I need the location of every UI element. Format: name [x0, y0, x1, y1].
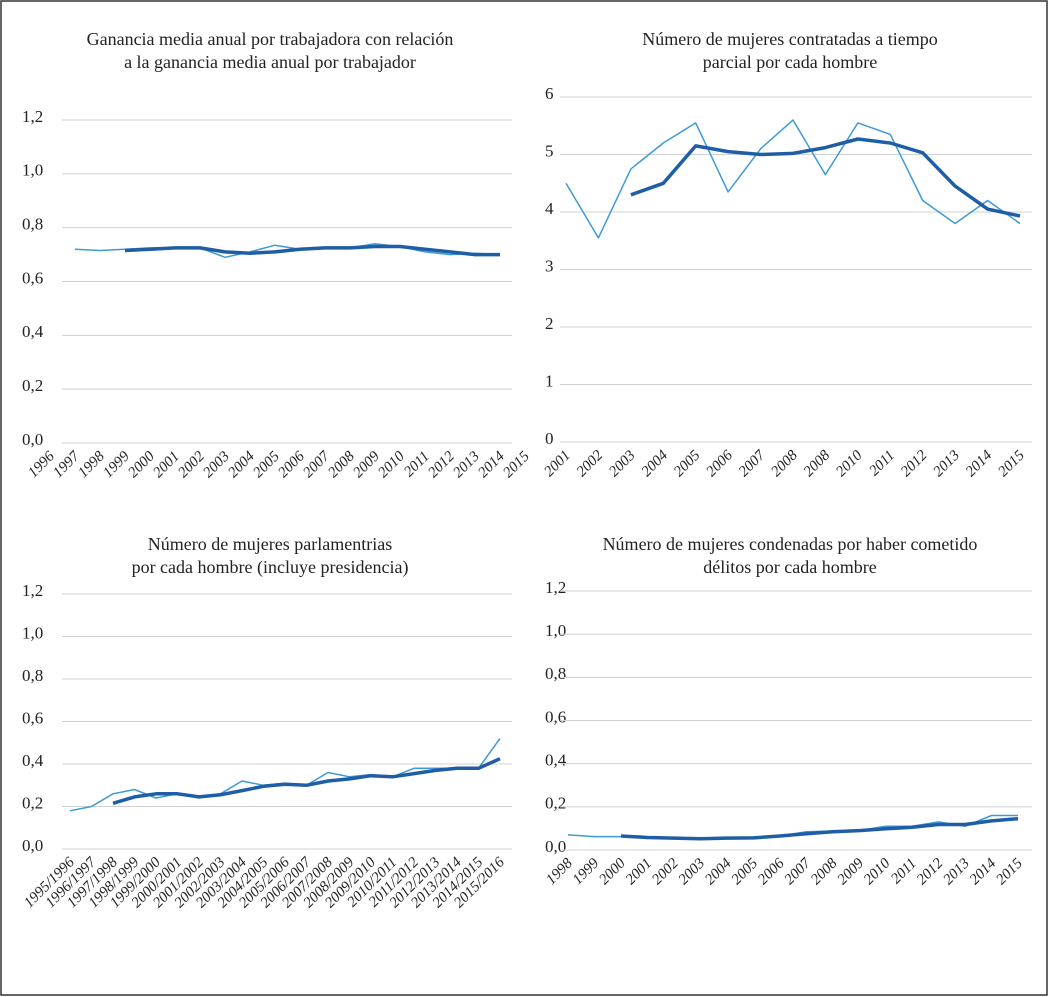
- x-tick-label: 2003: [676, 856, 709, 889]
- x-tick-label: 2007: [782, 854, 816, 888]
- chart-title: Número de mujeres parlamentrias: [148, 534, 392, 554]
- x-tick-label: 2013: [450, 449, 483, 482]
- y-tick-label: 0,8: [545, 664, 566, 683]
- x-tick-label: 2013: [940, 856, 973, 889]
- y-tick-label: 5: [545, 141, 554, 160]
- x-tick-label: 2004: [702, 855, 735, 888]
- chart-title: Número de mujeres condenadas por haber c…: [603, 534, 978, 554]
- x-tick-label: 2007: [736, 446, 770, 480]
- y-tick-label: 6: [545, 84, 554, 103]
- x-tick-label: 1999: [100, 448, 133, 481]
- x-tick-label: 2012: [898, 447, 931, 480]
- x-tick-label: 2005: [671, 447, 704, 480]
- x-tick-label: 2000: [596, 855, 629, 888]
- y-tick-label: 0,0: [545, 837, 566, 856]
- x-tick-label: 2011: [401, 449, 433, 481]
- x-tick-label: 2002: [175, 448, 208, 481]
- y-tick-label: 0,4: [22, 751, 44, 770]
- x-tick-label: 2012: [914, 855, 947, 888]
- y-tick-label: 1,0: [22, 623, 43, 642]
- chart-title: Número de mujeres contratadas a tiempo: [642, 29, 937, 49]
- data-line: [112, 757, 501, 805]
- y-tick-label: 0,6: [22, 268, 43, 287]
- y-tick-label: 0,4: [545, 751, 567, 770]
- x-tick-label: 2015: [993, 855, 1026, 888]
- y-tick-label: 3: [545, 256, 554, 275]
- chart-title: délitos por cada hombre: [703, 557, 876, 577]
- y-tick-label: 0,0: [22, 430, 43, 449]
- y-tick-label: 1,2: [22, 581, 43, 600]
- data-line: [630, 137, 1021, 218]
- x-tick-label: 1998: [75, 448, 108, 481]
- x-tick-label: 2011: [866, 448, 898, 480]
- x-tick-label: 2002: [649, 855, 682, 888]
- chart-title: por cada hombre (incluye presidencia): [132, 557, 409, 578]
- x-tick-label: 2005: [729, 855, 762, 888]
- x-tick-label: 2009: [834, 855, 867, 888]
- y-tick-label: 1,0: [545, 621, 566, 640]
- x-tick-label: 2006: [275, 448, 308, 481]
- data-line: [620, 816, 1019, 841]
- y-tick-label: 2: [545, 314, 554, 333]
- x-tick-label: 2014: [963, 447, 996, 480]
- y-tick-label: 1,2: [545, 578, 566, 597]
- y-tick-label: 0: [545, 429, 554, 448]
- x-tick-label: 2015: [500, 448, 533, 481]
- x-tick-label: 2001: [150, 449, 183, 482]
- x-tick-label: 2001: [541, 448, 574, 481]
- y-tick-label: 0,6: [22, 708, 43, 727]
- x-tick-label: 2007: [300, 447, 334, 481]
- x-tick-label: 2008: [325, 448, 358, 481]
- x-tick-label: 1999: [570, 855, 603, 888]
- x-tick-label: 2001: [623, 856, 656, 889]
- x-tick-label: 2010: [861, 855, 894, 888]
- y-tick-label: 0,8: [22, 666, 43, 685]
- x-tick-label: 2003: [606, 448, 639, 481]
- x-tick-label: 2003: [200, 449, 233, 482]
- y-tick-label: 0,8: [22, 215, 43, 234]
- x-tick-label: 2006: [703, 447, 736, 480]
- y-tick-label: 0,6: [545, 707, 566, 726]
- x-tick-label: 2006: [755, 855, 788, 888]
- data-line: [69, 738, 501, 812]
- x-tick-label: 2010: [375, 448, 408, 481]
- x-tick-label: 2008: [801, 447, 834, 480]
- x-tick-label: 2008: [768, 447, 801, 480]
- y-tick-label: 0,2: [545, 794, 566, 813]
- x-tick-label: 2011: [888, 856, 920, 888]
- x-tick-label: 2014: [475, 448, 508, 481]
- chart-title: parcial por cada hombre: [703, 52, 877, 72]
- x-tick-label: 1998: [543, 855, 576, 888]
- y-tick-label: 0,2: [22, 376, 43, 395]
- data-line: [124, 244, 500, 257]
- x-tick-label: 2004: [225, 448, 258, 481]
- x-tick-label: 2002: [574, 447, 607, 480]
- y-tick-label: 1,2: [22, 107, 43, 126]
- x-tick-label: 2012: [425, 448, 458, 481]
- x-tick-label: 2015: [995, 447, 1028, 480]
- y-tick-label: 4: [545, 199, 554, 218]
- x-tick-label: 2000: [125, 448, 158, 481]
- x-tick-label: 2009: [350, 448, 383, 481]
- chart-title: Ganancia media anual por trabajadora con…: [87, 29, 454, 49]
- x-tick-label: 2014: [967, 855, 1000, 888]
- x-tick-label: 2013: [930, 448, 963, 481]
- x-tick-label: 2004: [639, 447, 672, 480]
- y-tick-label: 1,0: [22, 161, 43, 180]
- x-tick-label: 2008: [808, 855, 841, 888]
- x-tick-label: 1997: [50, 447, 84, 481]
- y-tick-label: 1: [545, 371, 554, 390]
- y-tick-label: 0,4: [22, 322, 44, 341]
- x-tick-label: 1996: [25, 448, 58, 481]
- data-line: [565, 119, 1021, 239]
- y-tick-label: 0,0: [22, 836, 43, 855]
- x-tick-label: 2010: [833, 447, 866, 480]
- x-tick-label: 2005: [250, 448, 283, 481]
- chart-title: a la ganancia media anual por trabajador: [124, 52, 416, 72]
- y-tick-label: 0,2: [22, 793, 43, 812]
